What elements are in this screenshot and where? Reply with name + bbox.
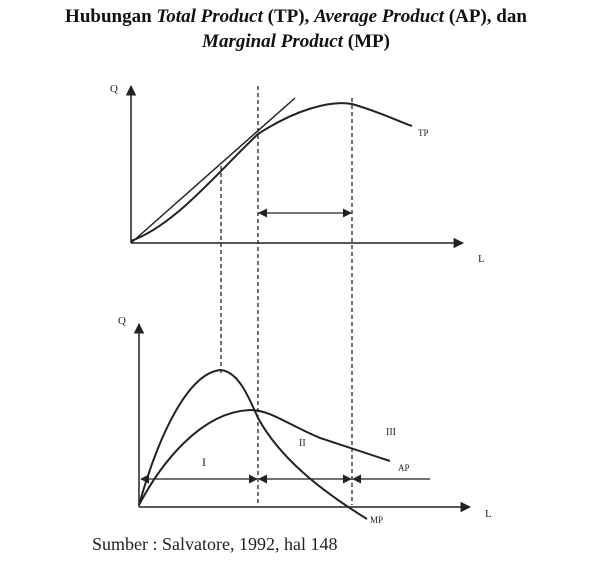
stage-1-label: I xyxy=(202,455,206,469)
diagram-title: Hubungan Total Product (TP), Average Pro… xyxy=(0,4,592,54)
title-mp: Marginal Product xyxy=(202,31,343,52)
stage-3-label: III xyxy=(386,427,396,438)
tp-label: TP xyxy=(418,128,429,138)
title-mp-abbr: (MP) xyxy=(343,31,390,52)
title-ap-abbr: (AP), dan xyxy=(444,6,527,27)
mp-curve xyxy=(138,368,368,520)
top-x-label: L xyxy=(478,253,485,265)
title-tp: Total Product xyxy=(156,6,263,27)
bottom-y-label: Q xyxy=(118,315,126,327)
tp-curve xyxy=(130,102,413,242)
bottom-graph xyxy=(133,322,472,520)
ap-label: AP xyxy=(398,463,410,473)
title-prefix: Hubungan xyxy=(65,6,157,27)
mp-label: MP xyxy=(370,515,383,525)
title-line-2: Marginal Product (MP) xyxy=(0,29,592,54)
top-y-label: Q xyxy=(110,83,118,95)
title-tp-abbr: (TP), xyxy=(262,6,315,27)
stage-2-label: II xyxy=(299,438,306,449)
ap-curve xyxy=(138,408,391,506)
tangent-line xyxy=(130,97,296,244)
bottom-x-label: L xyxy=(485,508,492,520)
title-ap: Average Product xyxy=(314,6,445,27)
source-caption: Sumber : Salvatore, 1992, hal 148 xyxy=(92,534,338,554)
top-graph xyxy=(125,84,465,505)
title-line-1: Hubungan Total Product (TP), Average Pro… xyxy=(0,4,592,29)
